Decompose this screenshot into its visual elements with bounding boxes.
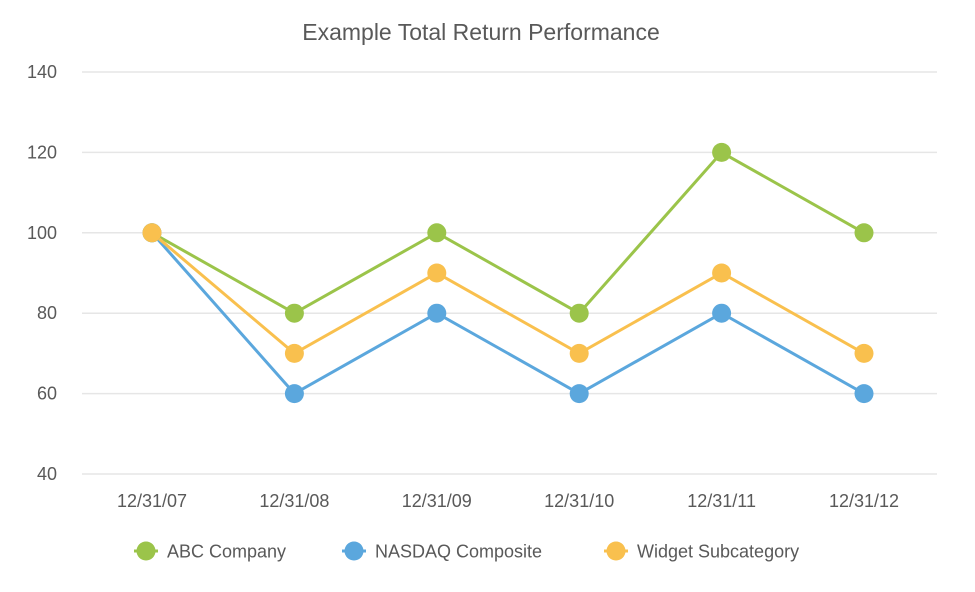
data-point[interactable] <box>427 223 447 243</box>
legend: ABC Company NASDAQ Composite Widget Subcat… <box>134 541 799 562</box>
data-point[interactable] <box>854 384 874 404</box>
chart-title: Example Total Return Performance <box>302 19 660 45</box>
y-tick-label: 140 <box>27 62 57 82</box>
series-line <box>150 231 865 396</box>
series-group <box>142 142 874 404</box>
legend-item[interactable]: NASDAQ Composite <box>342 541 542 562</box>
data-point[interactable] <box>427 263 447 283</box>
series-line <box>151 150 865 316</box>
x-tick-label: 12/31/10 <box>544 491 614 511</box>
data-point[interactable] <box>854 223 874 243</box>
y-tick-label: 120 <box>27 142 57 162</box>
data-point[interactable] <box>284 303 304 323</box>
x-tick-label: 12/31/12 <box>829 491 899 511</box>
data-point[interactable] <box>712 142 732 162</box>
legend-marker-icon <box>606 541 626 561</box>
x-axis-ticks: 12/31/07 12/31/08 12/31/09 12/31/10 12/31/11… <box>117 491 899 511</box>
legend-label: NASDAQ Composite <box>375 542 542 562</box>
data-point[interactable] <box>569 384 589 404</box>
legend-marker-icon <box>344 541 364 561</box>
legend-label: Widget Subcategory <box>637 542 799 562</box>
x-tick-label: 12/31/09 <box>402 491 472 511</box>
series-line <box>151 231 865 356</box>
data-point[interactable] <box>712 303 732 323</box>
y-tick-label: 80 <box>37 303 57 323</box>
data-point[interactable] <box>712 263 732 283</box>
legend-item[interactable]: Widget Subcategory <box>604 541 799 562</box>
data-point[interactable] <box>569 303 589 323</box>
data-point[interactable] <box>284 343 304 363</box>
data-point[interactable] <box>427 303 447 323</box>
x-tick-label: 12/31/07 <box>117 491 187 511</box>
data-point[interactable] <box>854 343 874 363</box>
data-point[interactable] <box>569 343 589 363</box>
y-tick-label: 100 <box>27 223 57 243</box>
series-widget-subcategory <box>151 231 865 356</box>
series-abc-company <box>151 150 865 316</box>
data-point[interactable] <box>142 223 162 243</box>
y-tick-label: 40 <box>37 464 57 484</box>
x-tick-label: 12/31/08 <box>259 491 329 511</box>
x-tick-label: 12/31/11 <box>687 491 756 511</box>
y-tick-label: 60 <box>37 384 57 404</box>
data-point[interactable] <box>284 384 304 404</box>
legend-marker-icon <box>136 541 156 561</box>
legend-label: ABC Company <box>167 542 286 562</box>
series-nasdaq-composite <box>150 231 865 396</box>
legend-item[interactable]: ABC Company <box>134 541 286 562</box>
y-axis-ticks: 40 60 80 100 120 140 <box>27 62 57 484</box>
